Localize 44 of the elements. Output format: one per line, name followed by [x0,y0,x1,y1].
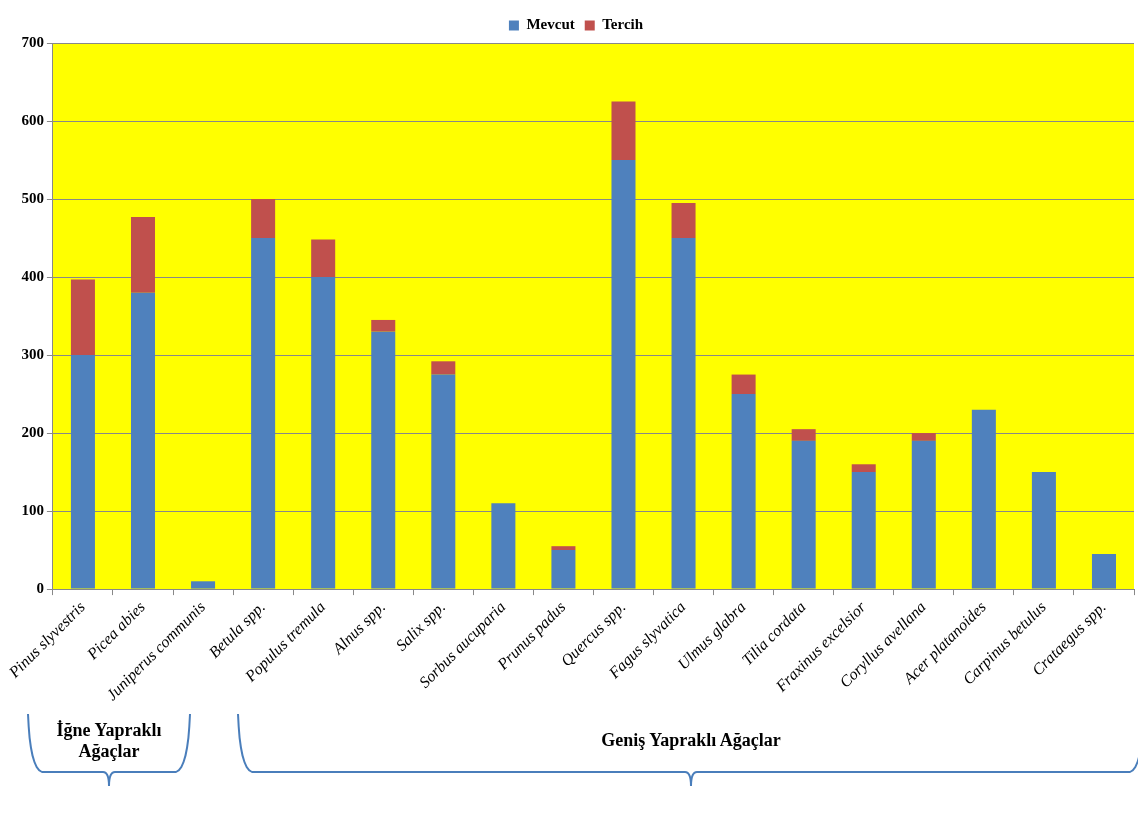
bar [1031,472,1056,589]
bar [431,374,456,589]
bar [371,331,396,589]
y-tick-label: 0 [36,579,44,596]
text: İğne Yapraklı Ağaçlar [55,720,163,762]
bar [671,238,696,589]
bar [1091,553,1116,589]
y-tick-label: 400 [21,267,44,284]
y-tick-label: 100 [21,501,44,518]
bar [611,101,636,161]
y-tick-label: 200 [21,423,44,440]
bar [551,550,576,589]
bar [551,546,576,551]
bar [130,216,156,293]
bar [311,277,336,589]
y-tick-label: 500 [21,189,44,206]
bar [791,440,816,589]
legend-label: Mevcut [526,16,575,33]
bar [371,319,396,332]
y-tick-label: 700 [21,33,44,50]
bar [251,199,276,239]
y-tick-label: 300 [21,345,44,362]
bar [911,440,936,589]
bar [911,433,936,441]
bar [251,238,276,589]
bar [70,279,95,356]
x-tick-label: Salix spp. [392,597,450,655]
bar [851,472,876,589]
bar [311,239,336,278]
bar [191,581,216,589]
y-tick-label: 600 [21,111,44,128]
bar [791,429,816,441]
bar [851,464,876,473]
bar [431,361,456,375]
bar [671,202,696,239]
legend-label: Tercih [602,16,644,33]
bar [971,409,996,589]
bar [491,503,516,589]
bar [70,355,95,589]
bar [611,160,636,589]
bar [731,374,756,395]
text: Geniş Yapraklı Ağaçlar [600,730,782,751]
bar [130,292,156,589]
bar [731,394,756,589]
